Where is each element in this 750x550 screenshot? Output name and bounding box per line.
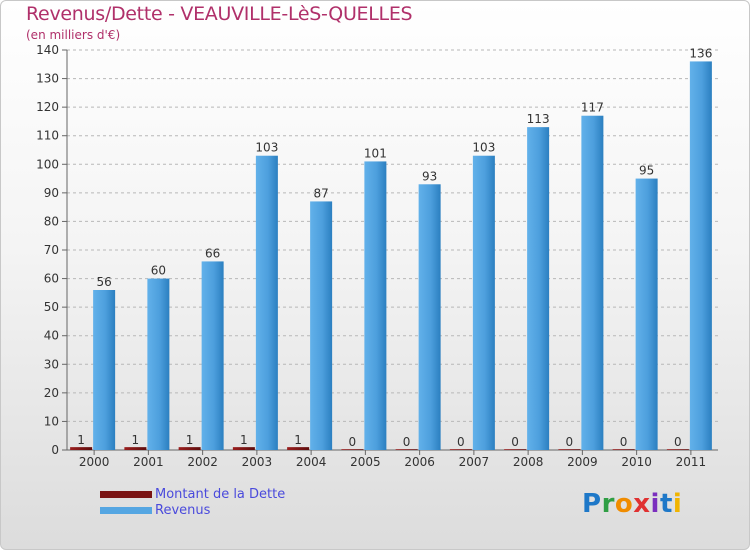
dette-bar xyxy=(504,449,527,450)
y-tick-label: 70 xyxy=(44,243,59,257)
revenus-bar xyxy=(255,155,278,450)
revenus-value-label: 103 xyxy=(255,141,278,155)
x-tick-label: 2008 xyxy=(513,455,544,469)
y-tick-label: 90 xyxy=(44,186,59,200)
x-tick-label: 2007 xyxy=(459,455,490,469)
dette-bar xyxy=(178,447,201,450)
y-tick-label: 110 xyxy=(36,129,59,143)
legend-label-revenus: Revenus xyxy=(155,502,211,518)
legend-item-revenus: Revenus xyxy=(100,502,285,518)
revenus-value-label: 113 xyxy=(527,112,550,126)
dette-bar xyxy=(395,449,418,450)
dette-bar xyxy=(124,447,147,450)
revenus-value-label: 56 xyxy=(96,275,111,289)
dette-value-label: 1 xyxy=(132,433,140,447)
y-tick-label: 120 xyxy=(36,100,59,114)
x-tick-label: 2001 xyxy=(133,455,164,469)
revenus-bar xyxy=(147,278,170,450)
dette-bar xyxy=(612,449,635,450)
y-tick-label: 20 xyxy=(44,386,59,400)
y-tick-label: 10 xyxy=(44,414,59,428)
revenus-bar xyxy=(201,261,224,450)
legend-swatch-dette xyxy=(100,490,152,498)
x-tick-label: 2002 xyxy=(187,455,218,469)
dette-bar xyxy=(70,447,93,450)
dette-bar xyxy=(341,449,364,450)
revenus-bar xyxy=(93,290,116,450)
y-tick-label: 0 xyxy=(51,443,59,457)
x-tick-label: 2005 xyxy=(350,455,381,469)
y-tick-label: 60 xyxy=(44,272,59,286)
legend-item-dette: Montant de la Dette xyxy=(100,486,285,502)
chart-subtitle: (en milliers d'€) xyxy=(26,28,121,42)
y-tick-label: 80 xyxy=(44,214,59,228)
revenus-value-label: 95 xyxy=(639,164,654,178)
proxiti-logo: Proxiti xyxy=(582,489,683,519)
legend-label-dette: Montant de la Dette xyxy=(155,486,286,502)
revenus-bar xyxy=(364,161,387,450)
revenus-value-label: 60 xyxy=(151,264,166,278)
revenus-value-label: 103 xyxy=(472,141,495,155)
label-layer: 1 56 1 60 1 66 1 103 1 87 0 101 0 93 0 103 0 113 0 117 0 95 0 1… xyxy=(77,46,712,449)
revenus-value-label: 66 xyxy=(205,246,220,260)
x-tick-label: 2011 xyxy=(676,455,707,469)
x-tick-label: 2010 xyxy=(621,455,652,469)
revenus-value-label: 136 xyxy=(689,46,712,60)
x-tick-label: 2000 xyxy=(79,455,110,469)
revenus-value-label: 101 xyxy=(364,146,387,160)
legend: Montant de la Dette Revenus xyxy=(100,486,285,518)
revenus-value-label: 87 xyxy=(313,186,328,200)
chart-title: Revenus/Dette - VEAUVILLE-LèS-QUELLES xyxy=(26,3,413,25)
y-tick-label: 50 xyxy=(44,300,59,314)
revenus-bar xyxy=(310,201,333,450)
dette-value-label: 1 xyxy=(77,433,85,447)
legend-swatch-revenus xyxy=(100,506,152,514)
dette-bar xyxy=(287,447,310,450)
dette-value-label: 0 xyxy=(511,435,519,449)
y-tick-label: 130 xyxy=(36,72,59,86)
dette-value-label: 1 xyxy=(186,433,194,447)
dette-value-label: 0 xyxy=(349,435,357,449)
dette-bar xyxy=(666,449,689,450)
revenus-bar xyxy=(581,115,604,450)
dette-value-label: 0 xyxy=(566,435,574,449)
revenus-bar xyxy=(689,61,712,451)
dette-value-label: 0 xyxy=(403,435,411,449)
y-tick-label: 100 xyxy=(36,157,59,171)
dette-value-label: 0 xyxy=(674,435,682,449)
revenus-bar xyxy=(472,155,495,450)
revenus-value-label: 117 xyxy=(581,101,604,115)
dette-bar xyxy=(449,449,472,450)
dette-value-label: 0 xyxy=(457,435,465,449)
bar-layer xyxy=(70,61,712,451)
dette-bar xyxy=(558,449,581,450)
dette-value-label: 1 xyxy=(294,433,302,447)
x-tick-label: 2006 xyxy=(404,455,435,469)
x-tick-label: 2003 xyxy=(242,455,273,469)
revenus-bar xyxy=(418,184,441,451)
y-tick-label: 30 xyxy=(44,357,59,371)
grid-layer xyxy=(67,49,718,422)
revenus-bar xyxy=(527,127,550,451)
x-tick-label: 2009 xyxy=(567,455,598,469)
revenus-bar xyxy=(635,178,658,451)
y-tick-label: 40 xyxy=(44,329,59,343)
dette-bar xyxy=(232,447,255,450)
y-tick-label: 140 xyxy=(36,43,59,57)
x-tick-label: 2004 xyxy=(296,455,327,469)
dette-value-label: 0 xyxy=(620,435,628,449)
revenus-value-label: 93 xyxy=(422,169,437,183)
dette-value-label: 1 xyxy=(240,433,248,447)
